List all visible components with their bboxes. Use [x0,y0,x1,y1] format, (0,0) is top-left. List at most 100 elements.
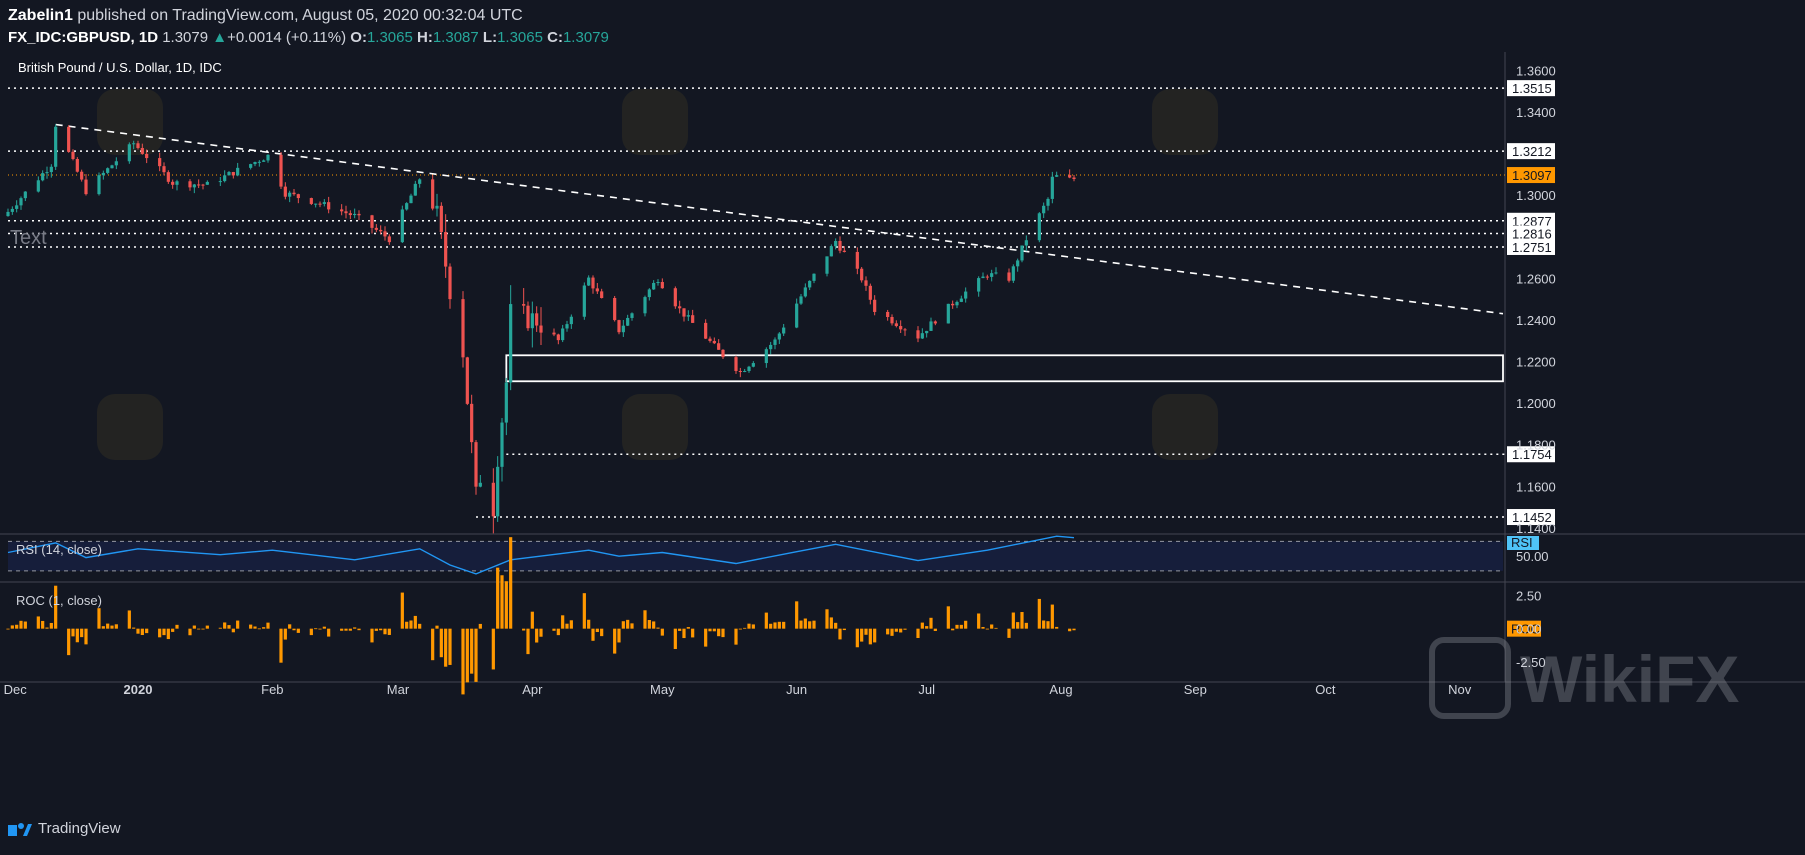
roc-bar [587,619,591,629]
roc-bar [127,610,131,629]
roc-bar [266,622,270,629]
roc-bar [145,628,149,634]
candle [218,176,222,186]
candle [803,283,807,298]
roc-bar [231,628,235,633]
roc-bar [764,612,768,629]
roc-bar [803,618,807,629]
candle [67,125,71,153]
high-label: H: [417,29,433,46]
roc-bar [197,628,201,630]
time-tick: Nov [1448,682,1472,697]
rsi-band [8,541,1503,571]
horizontal-levels[interactable] [8,87,1505,518]
support-zone[interactable] [505,354,1504,383]
roc-bar [682,628,686,639]
candle [461,291,465,368]
roc-bar [175,624,179,629]
close-value: 1.3079 [562,29,609,46]
candle [569,314,573,329]
roc-bar [747,623,751,629]
open-label: O: [350,29,367,46]
high-value: 1.3087 [432,29,479,46]
candle [630,312,634,321]
time-tick: Apr [522,682,543,697]
candle [374,224,378,233]
roc-bar [54,585,58,629]
roc-bar [825,609,829,629]
candle [253,161,257,167]
rsi-pane [7,535,1503,575]
candle [777,332,781,345]
roc-bar [1042,620,1046,629]
watermark-emblem [1152,394,1218,460]
candle [985,274,989,280]
author-name[interactable]: Zabelin1 [8,7,73,24]
candle [652,280,656,290]
roc-bar [97,608,101,629]
roc-bar [864,628,868,635]
trendline[interactable] [55,123,1504,315]
candle [465,356,469,406]
roc-bar [327,628,331,637]
time-tick: Jun [786,682,807,697]
candle [379,225,383,235]
rsi-badge: RSI [1511,535,1533,550]
candle [54,124,58,170]
tradingview-logo-icon [8,822,32,836]
candle [145,149,149,164]
trendline-line[interactable] [55,123,1504,315]
roc-bar [322,626,326,629]
roc-bar [448,628,452,665]
candle [990,269,994,282]
time-tick: Dec [4,682,28,697]
level-label: 1.2877 [1512,214,1552,229]
candle [348,210,352,220]
candle [535,306,539,332]
price-tick: 1.2400 [1516,313,1556,328]
candle [383,226,387,241]
symbol-name[interactable]: FX_IDC:GBPUSD, 1D [8,29,159,46]
roc-bar [955,624,959,629]
roc-pane [6,537,1076,695]
roc-bar [522,628,526,631]
support-zone-rect[interactable] [505,354,1504,383]
roc-bar [292,628,296,631]
roc-bar [166,628,170,640]
roc-bar [782,621,786,629]
candle [431,175,435,211]
price-tick: 1.3600 [1516,63,1556,78]
candle [439,202,443,239]
level-label-bg [1507,80,1555,97]
roc-bar [409,620,413,629]
roc-bar [405,621,409,629]
candle [110,164,114,169]
candle [106,167,110,175]
candle [249,163,253,170]
roc-bar [994,627,998,629]
roc-bar [530,611,534,629]
candle [175,179,179,191]
roc-bar [71,628,75,637]
text-annotation[interactable]: Text [10,227,47,249]
current-price-label: 1.3097 [1512,168,1552,183]
roc-bar [418,623,422,629]
tradingview-brand[interactable]: TradingView [38,820,121,837]
candle [71,149,75,161]
candle [708,336,712,343]
level-label-bg [1507,509,1555,526]
roc-bar [708,628,712,632]
roc-bar [136,628,140,634]
roc-bar [556,628,560,636]
roc-bar [899,628,903,633]
roc-bar [626,619,630,629]
roc-bar [1007,628,1011,638]
candle [1072,174,1076,182]
candle [75,157,79,173]
level-label-bg [1507,446,1555,463]
candle [1042,202,1046,219]
roc-bar [595,628,599,633]
candle [1037,212,1041,243]
